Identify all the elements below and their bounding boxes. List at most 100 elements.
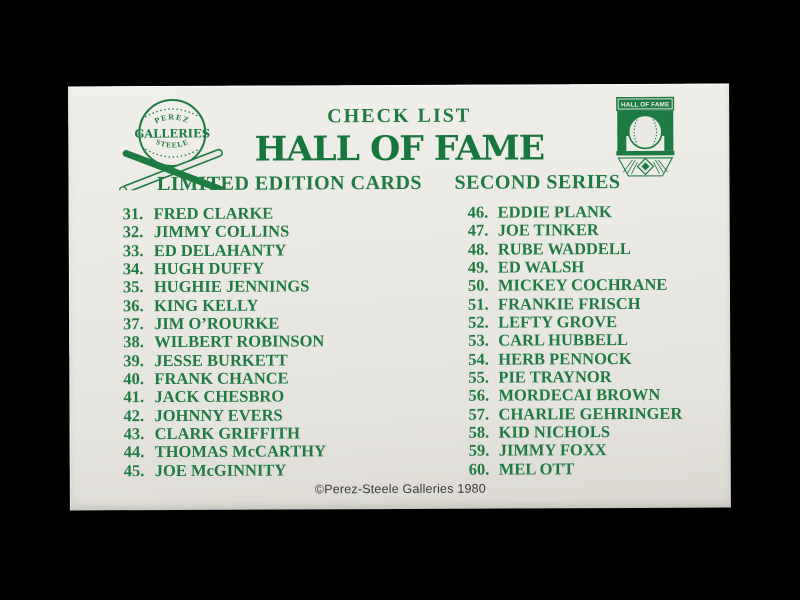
player-name: JOE McGINNITY [154,460,287,480]
card-number: 36. [122,295,144,315]
card-number: 55. [468,367,490,387]
checklist-row: 54. HERB PENNOCK [468,348,682,369]
checklist-row: 41. JACK CHESBRO [123,386,325,407]
card-number: 51. [467,294,489,314]
hof-baseball-icon [627,114,663,150]
checklist-row: 35. HUGHIE JENNINGS [122,276,325,297]
player-name: WILBERT ROBINSON [154,331,325,352]
card-number: 49. [467,257,489,277]
player-name: JOE TINKER [497,220,599,240]
galleries-logo-bottom-text: STEELE [155,137,190,150]
checklist-row: 40. FRANK CHANCE [123,368,325,389]
crossed-bats-icon [118,148,226,191]
right-checklist: 46. EDDIE PLANK 47. JOE TINKER 48. RUBE WAD… [467,202,683,479]
card-number: 34. [122,259,144,279]
card-number: 35. [122,277,144,297]
card-number: 60. [468,459,490,479]
checklist-row: 53. CARL HUBBELL [468,330,682,351]
checklist-row: 42. JOHNNY EVERS [123,405,325,425]
galleries-logo-middle-text: GALLERIES [134,126,210,140]
checklist-row: 52. LEFTY GROVE [468,312,682,332]
checklist-row: 34. HUGH DUFFY [122,258,325,279]
player-name: MORDECAI BROWN [498,385,661,406]
checklist-row: 60. MEL OTT [468,459,683,479]
checklist-row: 56. MORDECAI BROWN [468,385,682,406]
checklist-row: 43. CLARK GRIFFITH [123,423,326,444]
player-name: JOHNNY EVERS [154,405,283,425]
card-number: 59. [468,441,490,461]
player-name: JACK CHESBRO [154,386,285,407]
card-number: 46. [467,202,489,222]
right-column-header: SECOND SERIES [454,171,621,194]
checklist-row: 38. WILBERT ROBINSON [123,331,325,352]
player-name: RUBE WADDELL [497,238,631,259]
checklist-row: 33. ED DELAHANTY [122,240,325,260]
player-name: FRANK CHANCE [154,368,289,389]
player-name: PIE TRAYNOR [498,367,612,387]
card-number: 37. [123,314,144,334]
hof-logo-banner-text: HALL OF FAME [621,101,670,108]
player-name: JIMMY FOXX [498,440,607,461]
svg-text:PEREZ: PEREZ [153,112,191,125]
player-name: FRANKIE FRISCH [497,293,641,314]
card-number: 54. [468,349,489,369]
card-number: 50. [467,275,489,296]
player-name: CHARLIE GEHRINGER [498,403,683,424]
player-name: HERB PENNOCK [498,348,632,369]
left-checklist: 31. FRED CLARKE 32. JIMMY COLLINS 33. ED DE… [123,204,326,480]
checklist-row: 36. KING KELLY [122,295,325,315]
card-number: 40. [123,369,145,389]
player-name: JIM O’ROURKE [154,313,280,334]
checklist-row: 32. JIMMY COLLINS [122,221,325,242]
card-number: 41. [123,387,145,407]
card-number: 38. [123,332,144,352]
checklist-row: 57. CHARLIE GEHRINGER [468,403,683,424]
card-number: 42. [123,405,145,425]
card-number: 48. [467,239,489,259]
checklist-row: 37. JIM O’ROURKE [123,313,325,334]
checklist-row: 31. FRED CLARKE [123,203,325,224]
player-name: KID NICHOLS [498,422,611,442]
player-name: HUGHIE JENNINGS [153,276,310,297]
player-name: ED WALSH [497,257,585,277]
checklist-row: 39. JESSE BURKETT [123,350,325,370]
card-number: 52. [468,312,489,332]
hof-diamond-icon [636,157,655,176]
card-number: 44. [123,442,145,462]
svg-text:STEELE: STEELE [155,137,190,150]
card-number: 53. [468,331,489,351]
checklist-row: 49. ED WALSH [467,257,682,277]
card-number: 39. [123,350,144,370]
player-name: THOMAS McCARTHY [154,441,327,462]
player-name: CLARK GRIFFITH [154,423,300,444]
checklist-row: 58. KID NICHOLS [469,422,683,442]
card-number: 43. [123,424,145,444]
player-name: HUGH DUFFY [153,258,265,279]
left-column-header: LIMITED EDITION CARDS [156,171,423,196]
card-number: 32. [122,222,144,242]
checklist-row: 48. RUBE WADDELL [467,238,682,259]
checklist-row: 46. EDDIE PLANK [467,202,682,222]
player-name: JESSE BURKETT [154,350,288,370]
checklist-row: 51. FRANKIE FRISCH [467,293,682,314]
hall-of-fame-logo: HALL OF FAME [616,96,675,177]
checklist-card: PEREZ GALLERIES STEELE HALL OF FAME [68,83,731,511]
card-number: 57. [468,404,490,424]
player-name: LEFTY GROVE [498,312,618,332]
card-title: CHECK LIST [327,104,472,128]
checklist-row: 59. JIMMY FOXX [468,440,683,461]
galleries-logo-top-text: PEREZ [153,112,191,125]
checklist-row: 55. PIE TRAYNOR [468,367,682,387]
card-number: 56. [468,386,490,406]
checklist-row: 44. THOMAS McCARTHY [123,441,327,462]
player-name: JIMMY COLLINS [153,221,290,242]
player-name: FRED CLARKE [153,203,274,224]
player-name: MEL OTT [498,459,575,479]
card-number: 33. [122,240,144,260]
player-name: EDDIE PLANK [497,202,612,222]
card-subtitle: HALL OF FAME [254,128,545,170]
baseball-icon [138,98,207,167]
player-name: MICKEY COCHRANE [497,275,668,295]
card-number: 47. [467,220,489,241]
